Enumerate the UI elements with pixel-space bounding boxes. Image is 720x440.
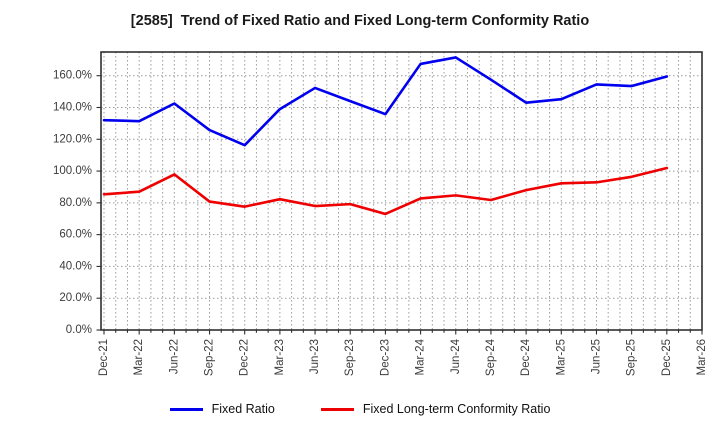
legend-label: Fixed Ratio [211, 402, 275, 416]
y-axis-tick-label: 40.0% [59, 260, 92, 272]
x-axis-tick-label: Jun-25 [590, 339, 602, 374]
chart-title: [2585] Trend of Fixed Ratio and Fixed Lo… [130, 13, 590, 29]
x-axis-tick-label: Sep-24 [485, 338, 497, 376]
y-axis-tick-label: 0.0% [66, 324, 92, 336]
legend-item-fixed-long-term-conformity-ratio: Fixed Long-term Conformity Ratio [320, 402, 551, 416]
y-axis-tick-label: 80.0% [59, 197, 92, 209]
y-axis-tick-label: 60.0% [59, 229, 92, 241]
fixed-long-term-conformity-ratio-line-swatch-icon [320, 407, 354, 411]
x-axis-tick-label: Mar-23 [274, 339, 286, 375]
legend: Fixed Ratio Fixed Long-term Conformity R… [0, 402, 720, 416]
fixed-ratio-line-swatch-icon [169, 407, 203, 411]
x-axis-tick-label: Mar-25 [555, 339, 567, 375]
x-axis-tick-label: Dec-25 [661, 339, 673, 376]
legend-item-fixed-ratio: Fixed Ratio [169, 402, 275, 416]
x-axis-tick-label: Dec-21 [98, 339, 110, 376]
y-axis-tick-label: 160.0% [53, 70, 92, 82]
x-axis-tick-label: Dec-22 [239, 339, 251, 376]
x-axis-tick-label: Sep-25 [626, 339, 638, 376]
y-axis-tick-label: 120.0% [53, 133, 92, 145]
y-axis-tick-label: 20.0% [59, 292, 92, 304]
x-axis-tick-label: Dec-24 [520, 338, 532, 376]
plot-area-border [100, 51, 703, 331]
chart-svg: Dec-21 Mar-22 Jun-22 Sep-22 Dec-22 Mar-23 Jun-… [53, 51, 708, 376]
x-axis-tick-label: Dec-23 [379, 339, 391, 376]
x-axis-tick-label: Sep-23 [344, 339, 356, 376]
x-axis-tick-label: Mar-24 [415, 338, 427, 375]
x-axis-tick-label: Jun-24 [450, 338, 462, 374]
series-line-fixed-long-term-conformity-ratio [102, 166, 669, 216]
legend-label: Fixed Long-term Conformity Ratio [362, 402, 551, 416]
x-axis-tick-label: Sep-22 [204, 339, 216, 376]
series-line-fixed-ratio [102, 56, 669, 147]
y-axis-tick-label: 100.0% [53, 165, 92, 177]
y-axis-tick-label: 140.0% [53, 101, 92, 113]
x-axis-tick-label: Mar-22 [133, 339, 145, 375]
x-axis-tick-label: Jun-23 [309, 339, 321, 374]
x-axis-tick-label: Mar-26 [696, 339, 708, 375]
x-axis-tick-label: Jun-22 [168, 339, 180, 374]
